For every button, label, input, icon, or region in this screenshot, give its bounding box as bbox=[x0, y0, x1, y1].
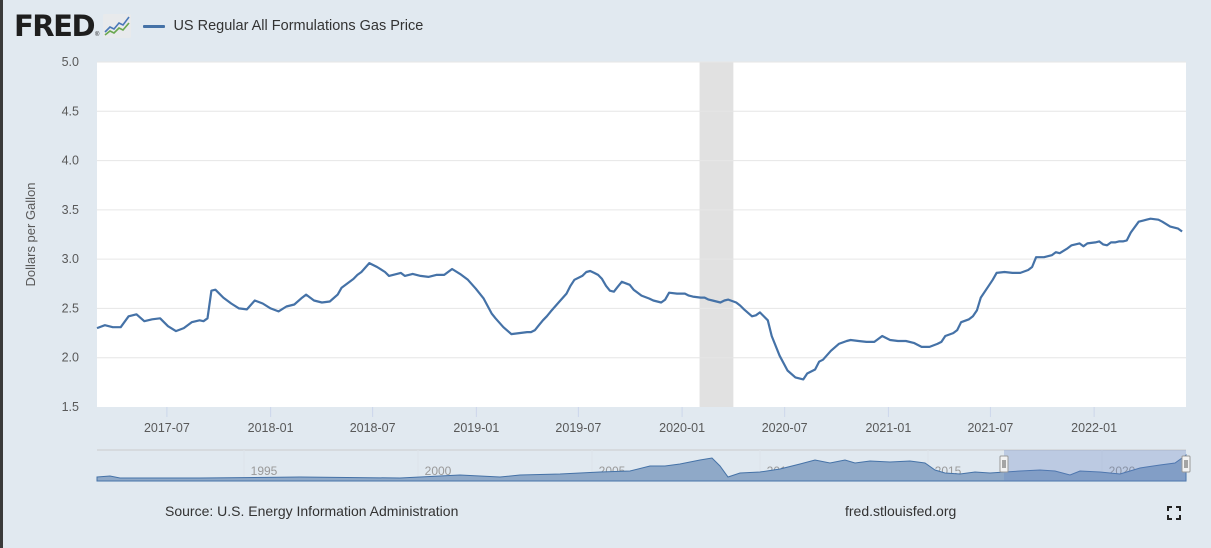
registered-mark: ® bbox=[95, 32, 100, 38]
x-tick-label: 2020-07 bbox=[762, 421, 808, 435]
navigator-handle-left[interactable] bbox=[999, 455, 1009, 473]
plot-area[interactable] bbox=[97, 62, 1186, 407]
x-tick-label: 2018-01 bbox=[248, 421, 294, 435]
y-tick-label: 4.5 bbox=[62, 104, 79, 118]
line-chart-icon bbox=[103, 14, 132, 38]
x-tick-label: 2019-01 bbox=[453, 421, 499, 435]
window-edge bbox=[0, 0, 3, 548]
navigator-year-label: 2000 bbox=[425, 464, 452, 478]
navigator-handle-right[interactable] bbox=[1181, 455, 1191, 473]
x-tick-label: 2017-07 bbox=[144, 421, 190, 435]
x-tick-label: 2022-01 bbox=[1071, 421, 1117, 435]
y-tick-label: 2.0 bbox=[62, 351, 79, 365]
recession-band bbox=[699, 62, 734, 407]
navigator-series bbox=[96, 454, 1187, 482]
legend[interactable]: US Regular All Formulations Gas Price bbox=[143, 18, 423, 34]
x-tick-label: 2020-01 bbox=[659, 421, 705, 435]
x-tick-label: 2019-07 bbox=[555, 421, 601, 435]
y-tick-label: 5.0 bbox=[62, 55, 79, 69]
navigator[interactable]: 199520002005201020152020 bbox=[96, 449, 1191, 482]
grid-layer bbox=[97, 61, 1186, 359]
source-text[interactable]: Source: U.S. Energy Information Administ… bbox=[165, 503, 459, 519]
fred-logo[interactable]: FRED bbox=[14, 8, 96, 43]
y-axis-label: Dollars per Gallon bbox=[23, 182, 38, 286]
x-tick-label: 2018-07 bbox=[350, 421, 396, 435]
legend-label: US Regular All Formulations Gas Price bbox=[173, 18, 424, 34]
y-tick-label: 4.0 bbox=[62, 154, 79, 168]
series-points bbox=[96, 218, 1183, 380]
fred-url[interactable]: fred.stlouisfed.org bbox=[845, 503, 957, 519]
navigator-year-label: 1995 bbox=[251, 464, 278, 478]
x-tick-label: 2021-01 bbox=[865, 421, 911, 435]
y-tick-label: 3.5 bbox=[62, 203, 79, 217]
y-tick-label: 1.5 bbox=[62, 400, 79, 414]
x-tick-label: 2021-07 bbox=[967, 421, 1013, 435]
navigator-selection[interactable] bbox=[1004, 450, 1186, 481]
fullscreen-icon[interactable] bbox=[1166, 505, 1182, 521]
legend-swatch bbox=[143, 24, 166, 28]
y-axis: 1.5 2.0 2.5 3.0 3.5 4.0 4.5 5.0 bbox=[62, 55, 79, 414]
x-axis: 2017-07 2018-01 2018-07 2019-01 2019-07 2020-… bbox=[144, 407, 1117, 435]
y-tick-label: 3.0 bbox=[62, 252, 79, 266]
y-tick-label: 2.5 bbox=[62, 301, 79, 315]
recession-layer bbox=[699, 62, 734, 407]
chart-header: FRED ® US Regular All Formulations Gas P… bbox=[14, 8, 423, 44]
